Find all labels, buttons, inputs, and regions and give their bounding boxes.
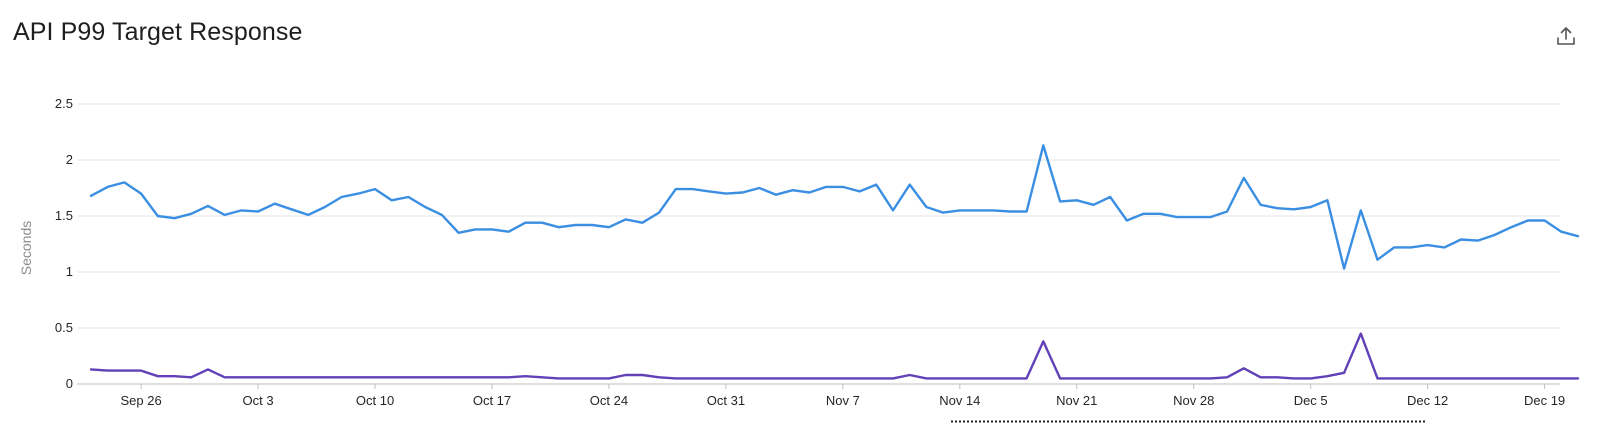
series-line-upper xyxy=(89,144,1580,270)
y-tick-label: 2.5 xyxy=(55,96,73,111)
chart-title: API P99 Target Response xyxy=(13,18,303,46)
x-tick-label: Oct 24 xyxy=(590,393,628,408)
series-line-lower xyxy=(89,332,1580,380)
x-tick-label: Nov 28 xyxy=(1173,393,1214,408)
x-tick-label: Oct 31 xyxy=(707,393,745,408)
x-tick-label: Oct 3 xyxy=(243,393,274,408)
x-tick-label: Oct 17 xyxy=(473,393,511,408)
y-tick-label: 0.5 xyxy=(55,320,73,335)
export-button[interactable] xyxy=(1552,22,1580,50)
y-tick-label: 1.5 xyxy=(55,208,73,223)
x-tick-label: Oct 10 xyxy=(356,393,394,408)
y-tick-label: 1 xyxy=(66,264,73,279)
x-tick-label: Dec 19 xyxy=(1524,393,1565,408)
x-tick-label: Dec 5 xyxy=(1294,393,1328,408)
x-tick-label: Dec 12 xyxy=(1407,393,1448,408)
y-tick-label: 0 xyxy=(66,376,73,391)
export-icon xyxy=(1557,27,1575,45)
y-axis-label: Seconds xyxy=(18,221,34,275)
x-tick-label: Sep 26 xyxy=(121,393,162,408)
y-tick-label: 2 xyxy=(66,152,73,167)
x-tick-label: Nov 7 xyxy=(826,393,860,408)
x-tick-label: Nov 14 xyxy=(939,393,980,408)
x-tick-label: Nov 21 xyxy=(1056,393,1097,408)
